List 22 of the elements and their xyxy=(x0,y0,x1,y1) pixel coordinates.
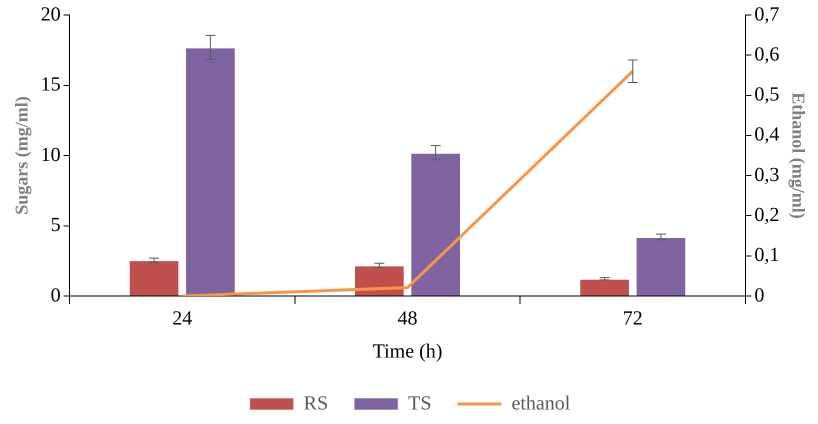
y2-axis-title: Ethanol (mg/ml) xyxy=(788,92,809,219)
y2-tick-label: 0,1 xyxy=(754,244,780,266)
y2-tick-label: 0,2 xyxy=(754,204,780,226)
y2-tick-label: 0 xyxy=(754,284,764,306)
y-axis-title: Sugars (mg/ml) xyxy=(11,96,32,215)
y2-tick-label: 0,4 xyxy=(754,124,780,146)
y2-tick-label: 0,5 xyxy=(754,84,780,106)
y2-tick-label: 0,6 xyxy=(754,43,780,66)
legend-label: TS xyxy=(408,392,432,414)
y-tick-label: 20 xyxy=(40,3,61,26)
x-axis-title: Time (h) xyxy=(372,340,442,362)
legend-label: RS xyxy=(304,392,328,414)
x-tick-label: 24 xyxy=(172,307,192,330)
y-tick-label: 10 xyxy=(40,144,61,166)
y-tick-label: 5 xyxy=(50,214,61,236)
y2-tick-label: 0,7 xyxy=(754,3,780,26)
x-tick-label: 48 xyxy=(398,307,418,330)
legend-label: ethanol xyxy=(511,392,571,414)
y-tick-label: 15 xyxy=(40,74,61,96)
x-tick-label: 72 xyxy=(622,307,643,330)
y-tick-label: 0 xyxy=(50,284,61,306)
y2-tick-label: 0,3 xyxy=(754,164,780,186)
